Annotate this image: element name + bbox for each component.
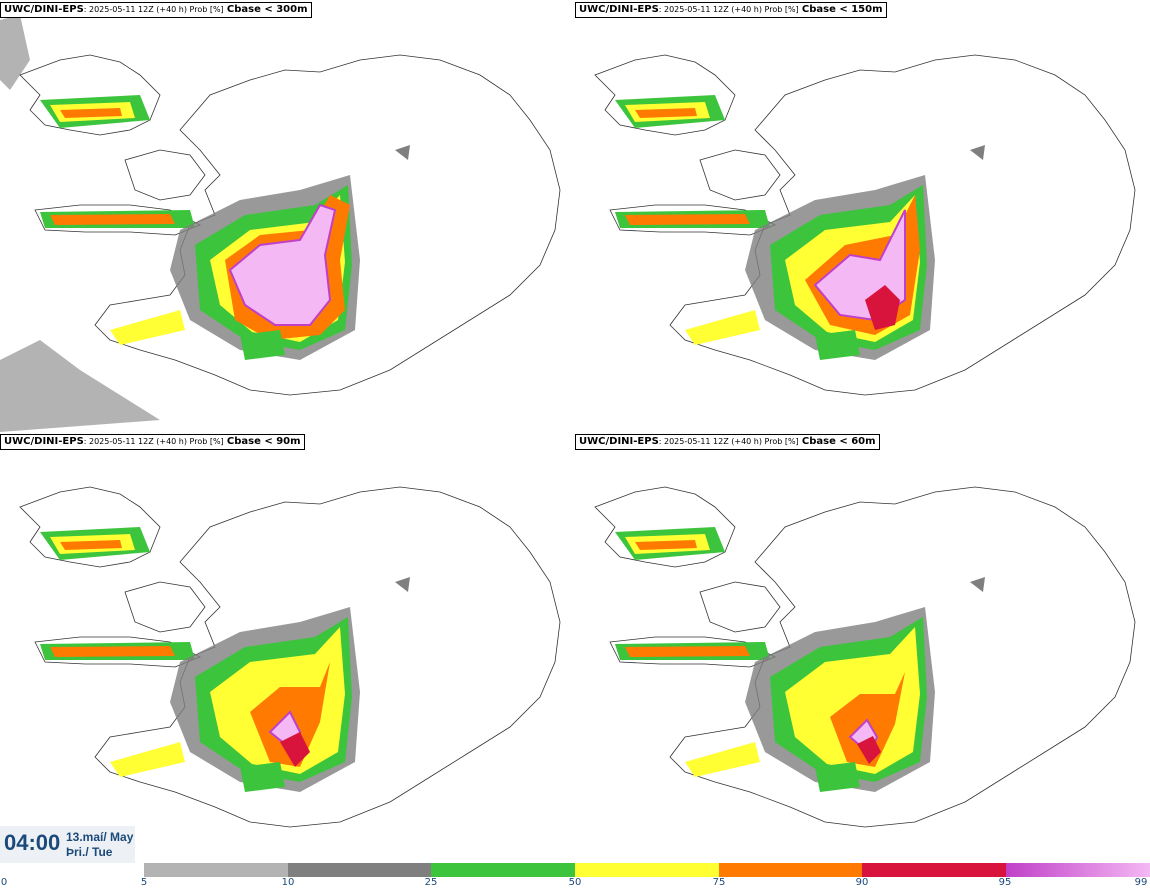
colorbar-50-75: [575, 863, 719, 877]
panel-title: UWC/DINI-EPS: 2025-05-11 12Z (+40 h) Pro…: [0, 434, 305, 450]
sea-fog-area: [0, 340, 160, 432]
sea-fog-area: [0, 15, 30, 90]
probability-area-10-25: [970, 145, 985, 160]
map-panel-cbase-150: UWC/DINI-EPS: 2025-05-11 12Z (+40 h) Pro…: [575, 0, 1150, 432]
probability-area-75-90: [625, 214, 750, 225]
probability-area-25-50: [240, 762, 285, 792]
colorbar-tick: 90: [855, 877, 869, 888]
probability-area-75-90: [635, 540, 697, 550]
probability-area-90-95: [865, 285, 900, 330]
colorbar-5-10: [144, 863, 288, 877]
colorbar-90-95: [862, 863, 1006, 877]
probability-area-75-90: [50, 214, 175, 225]
panel-title: UWC/DINI-EPS: 2025-05-11 12Z (+40 h) Pro…: [0, 2, 312, 18]
colorbar-tick: 10: [281, 877, 295, 888]
colorbar-25-50: [431, 863, 575, 877]
probability-area-25-50: [815, 762, 860, 792]
iceland-map: [0, 15, 561, 432]
probability-area-75-90: [60, 108, 122, 118]
probability-area-50-75: [110, 742, 185, 777]
probability-area-50-75: [685, 310, 760, 345]
probability-area-75-90: [60, 540, 122, 550]
iceland-map: [594, 486, 1136, 828]
probability-area-10-25: [970, 577, 985, 592]
colorbar-10-25: [288, 863, 431, 877]
colorbar-tick: 75: [712, 877, 726, 888]
colorbar-75-90: [719, 863, 862, 877]
probability-area-10-25: [395, 145, 410, 160]
colorbar-tick: 95: [998, 877, 1012, 888]
probability-area-50-75: [685, 742, 760, 777]
probability-area-99: [228, 203, 337, 326]
valid-date-line1: 13.maí/ May: [66, 830, 134, 844]
probability-area-10-25: [395, 577, 410, 592]
colorbar-95-99: [1006, 863, 1150, 877]
probability-area-25-50: [240, 330, 285, 360]
panel-title: UWC/DINI-EPS: 2025-05-11 12Z (+40 h) Pro…: [575, 2, 887, 18]
probability-area-90-95: [857, 736, 881, 764]
probability-area-25-50: [815, 330, 860, 360]
iceland-map: [19, 486, 561, 828]
valid-date-line2: Þri./ Tue: [66, 845, 113, 859]
probability-area-50-75: [110, 310, 185, 345]
map-panel-cbase-60: UWC/DINI-EPS: 2025-05-11 12Z (+40 h) Pro…: [575, 432, 1150, 864]
probability-area-75-90: [625, 646, 750, 657]
map-panel-cbase-300: UWC/DINI-EPS: 2025-05-11 12Z (+40 h) Pro…: [0, 0, 575, 432]
probability-area-75-90: [635, 108, 697, 118]
iceland-map: [594, 54, 1136, 396]
valid-time-box: 04:00 13.maí/ May Þri./ Tue: [0, 826, 135, 863]
valid-time-clock: 04:00: [4, 830, 61, 855]
colorbar-tick: 0: [0, 877, 8, 888]
colorbar-tick: 99: [1134, 877, 1148, 888]
colorbar-tick: 50: [568, 877, 582, 888]
colorbar-tick: 25: [424, 877, 438, 888]
probability-area-90-95: [280, 732, 310, 767]
probability-colorbar: [144, 863, 1150, 877]
map-panel-cbase-90: UWC/DINI-EPS: 2025-05-11 12Z (+40 h) Pro…: [0, 432, 575, 864]
colorbar-tick: 5: [140, 877, 148, 888]
panel-title: UWC/DINI-EPS: 2025-05-11 12Z (+40 h) Pro…: [575, 434, 880, 450]
probability-area-75-90: [50, 646, 175, 657]
